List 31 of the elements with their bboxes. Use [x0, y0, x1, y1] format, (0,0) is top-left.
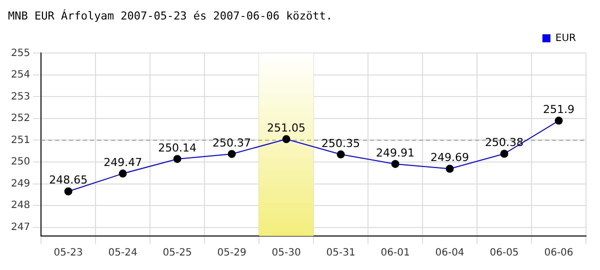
x-tick-label: 06-04 [435, 248, 464, 259]
y-tick-label: 247 [10, 222, 30, 233]
data-label: 250.14 [158, 141, 197, 154]
legend-label: EUR [555, 32, 576, 44]
y-tick-label: 249 [10, 178, 30, 190]
chart-title: MNB EUR Árfolyam 2007-05-23 és 2007-06-06 között. [8, 8, 333, 22]
x-tick-label: 06-01 [380, 248, 410, 259]
y-tick-label: 248 [10, 200, 30, 212]
y-tick-label: 253 [10, 91, 30, 102]
x-tick-label: 05-31 [326, 248, 356, 259]
y-tick-label: 250 [10, 156, 30, 168]
x-tick-label: 05-29 [217, 248, 246, 259]
data-label: 249.91 [376, 146, 415, 160]
data-label: 250.37 [212, 136, 252, 150]
data-label: 249.69 [430, 151, 470, 164]
data-label: 248.65 [49, 174, 88, 187]
y-tick-label: 255 [10, 48, 30, 59]
x-tick-label: 05-25 [162, 248, 192, 259]
x-tick-label: 05-24 [108, 248, 138, 259]
data-label: 249.47 [104, 156, 142, 169]
x-tick-label: 06-06 [544, 248, 574, 259]
x-tick-label: 05-23 [54, 248, 83, 259]
data-label: 250.38 [485, 136, 524, 150]
data-label: 251.05 [267, 122, 306, 135]
x-tick-label: 06-05 [490, 248, 519, 259]
y-tick-label: 252 [10, 113, 30, 124]
y-tick-label: 254 [10, 70, 30, 81]
y-tick-label: 251 [10, 134, 30, 146]
x-tick-label: 05-30 [272, 248, 301, 259]
data-label: 251.9 [543, 103, 575, 116]
data-label: 250.35 [322, 136, 360, 150]
